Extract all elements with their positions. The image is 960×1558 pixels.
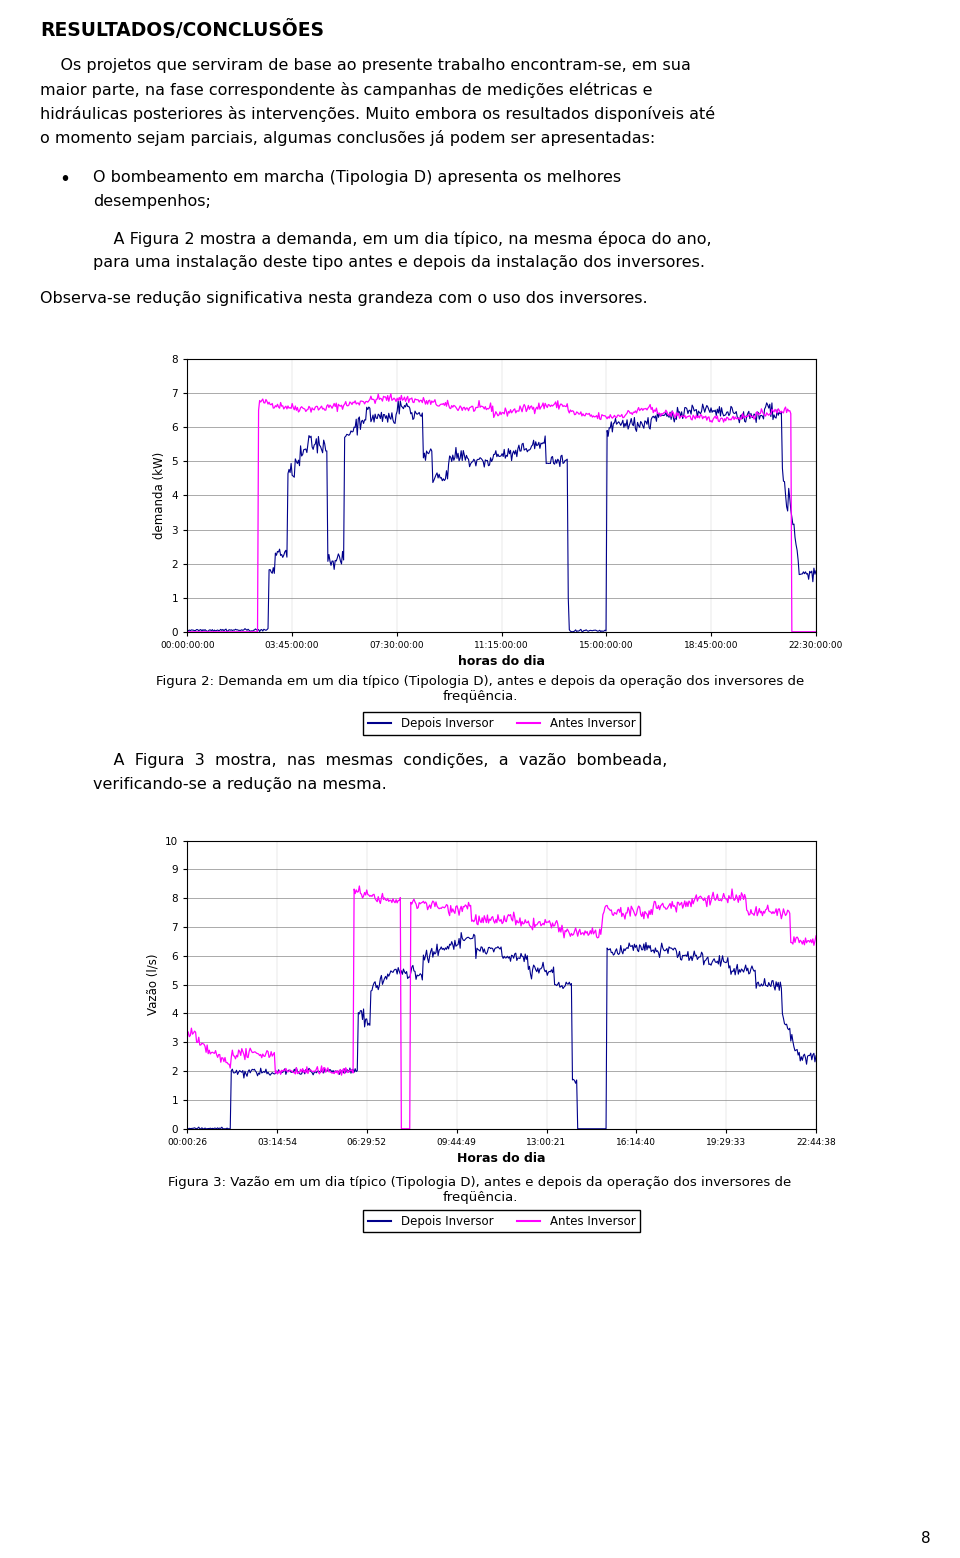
Antes Inversor: [467, 397, 478, 416]
Antes Inversor: [396, 1119, 407, 1137]
Depois Inversor: [602, 941, 613, 960]
Depois Inversor: [455, 924, 467, 943]
Antes Inversor: [657, 894, 668, 913]
Text: Os projetos que serviram de base ao presente trabalho encontram-se, em sua: Os projetos que serviram de base ao pres…: [40, 58, 691, 73]
Antes Inversor: [604, 899, 615, 918]
Y-axis label: Vazão (l/s): Vazão (l/s): [147, 953, 159, 1016]
Antes Inversor: [385, 385, 396, 404]
Line: Depois Inversor: Depois Inversor: [187, 933, 816, 1128]
X-axis label: Horas do dia: Horas do dia: [457, 1153, 546, 1165]
Text: o momento sejam parciais, algumas conclusões já podem ser apresentadas:: o momento sejam parciais, algumas conclu…: [40, 131, 656, 146]
Text: O bombeamento em marcha (Tipologia D) apresenta os melhores: O bombeamento em marcha (Tipologia D) ap…: [93, 170, 621, 185]
Depois Inversor: [553, 452, 564, 471]
Antes Inversor: [293, 1063, 304, 1081]
Depois Inversor: [343, 1063, 354, 1081]
Depois Inversor: [467, 452, 478, 471]
Text: RESULTADOS/CONCLUSÕES: RESULTADOS/CONCLUSÕES: [40, 20, 324, 41]
Depois Inversor: [566, 622, 578, 640]
Antes Inversor: [553, 400, 564, 419]
Text: 8: 8: [921, 1530, 930, 1546]
Depois Inversor: [810, 1047, 822, 1066]
Legend: Depois Inversor, Antes Inversor: Depois Inversor, Antes Inversor: [363, 1211, 640, 1232]
Text: para uma instalação deste tipo antes e depois da instalação dos inversores.: para uma instalação deste tipo antes e d…: [93, 254, 705, 270]
Text: hidráulicas posteriores às intervenções. Muito embora os resultados disponíveis : hidráulicas posteriores às intervenções.…: [40, 106, 715, 122]
Text: verificando-se a redução na mesma.: verificando-se a redução na mesma.: [93, 777, 387, 793]
Text: desempenhos;: desempenhos;: [93, 193, 211, 209]
Depois Inversor: [343, 425, 354, 444]
X-axis label: horas do dia: horas do dia: [458, 656, 545, 668]
Antes Inversor: [656, 404, 667, 422]
Antes Inversor: [181, 1027, 193, 1045]
Text: A  Figura  3  mostra,  nas  mesmas  condições,  a  vazão  bombeada,: A Figura 3 mostra, nas mesmas condições,…: [93, 753, 667, 768]
Line: Antes Inversor: Antes Inversor: [187, 887, 816, 1128]
Depois Inversor: [293, 1063, 304, 1081]
Antes Inversor: [353, 877, 365, 896]
Depois Inversor: [181, 622, 193, 640]
Depois Inversor: [393, 391, 404, 410]
Depois Inversor: [181, 1119, 193, 1137]
Depois Inversor: [656, 933, 667, 952]
Antes Inversor: [602, 407, 613, 425]
Antes Inversor: [343, 396, 354, 414]
Antes Inversor: [810, 927, 822, 946]
Depois Inversor: [553, 972, 564, 991]
Text: maior parte, na fase correspondente às campanhas de medições elétricas e: maior parte, na fase correspondente às c…: [40, 83, 653, 98]
Antes Inversor: [293, 402, 304, 421]
Line: Antes Inversor: Antes Inversor: [187, 394, 816, 631]
Text: Figura 3: Vazão em um dia típico (Tipologia D), antes e depois da operação dos i: Figura 3: Vazão em um dia típico (Tipolo…: [168, 1175, 792, 1203]
Antes Inversor: [810, 622, 822, 640]
Depois Inversor: [293, 450, 304, 469]
Text: •: •: [60, 170, 71, 189]
Depois Inversor: [467, 929, 478, 947]
Antes Inversor: [554, 919, 565, 938]
Depois Inversor: [810, 561, 822, 580]
Antes Inversor: [468, 913, 480, 932]
Antes Inversor: [343, 1063, 354, 1081]
Y-axis label: demanda (kW): demanda (kW): [153, 452, 166, 539]
Text: Observa-se redução significativa nesta grandeza com o uso dos inversores.: Observa-se redução significativa nesta g…: [40, 291, 648, 307]
Antes Inversor: [181, 622, 193, 640]
Legend: Depois Inversor, Antes Inversor: Depois Inversor, Antes Inversor: [363, 712, 640, 735]
Depois Inversor: [604, 418, 615, 436]
Depois Inversor: [657, 405, 668, 424]
Line: Depois Inversor: Depois Inversor: [187, 400, 816, 631]
Text: Figura 2: Demanda em um dia típico (Tipologia D), antes e depois da operação dos: Figura 2: Demanda em um dia típico (Tipo…: [156, 675, 804, 703]
Text: A Figura 2 mostra a demanda, em um dia típico, na mesma época do ano,: A Figura 2 mostra a demanda, em um dia t…: [93, 231, 711, 246]
